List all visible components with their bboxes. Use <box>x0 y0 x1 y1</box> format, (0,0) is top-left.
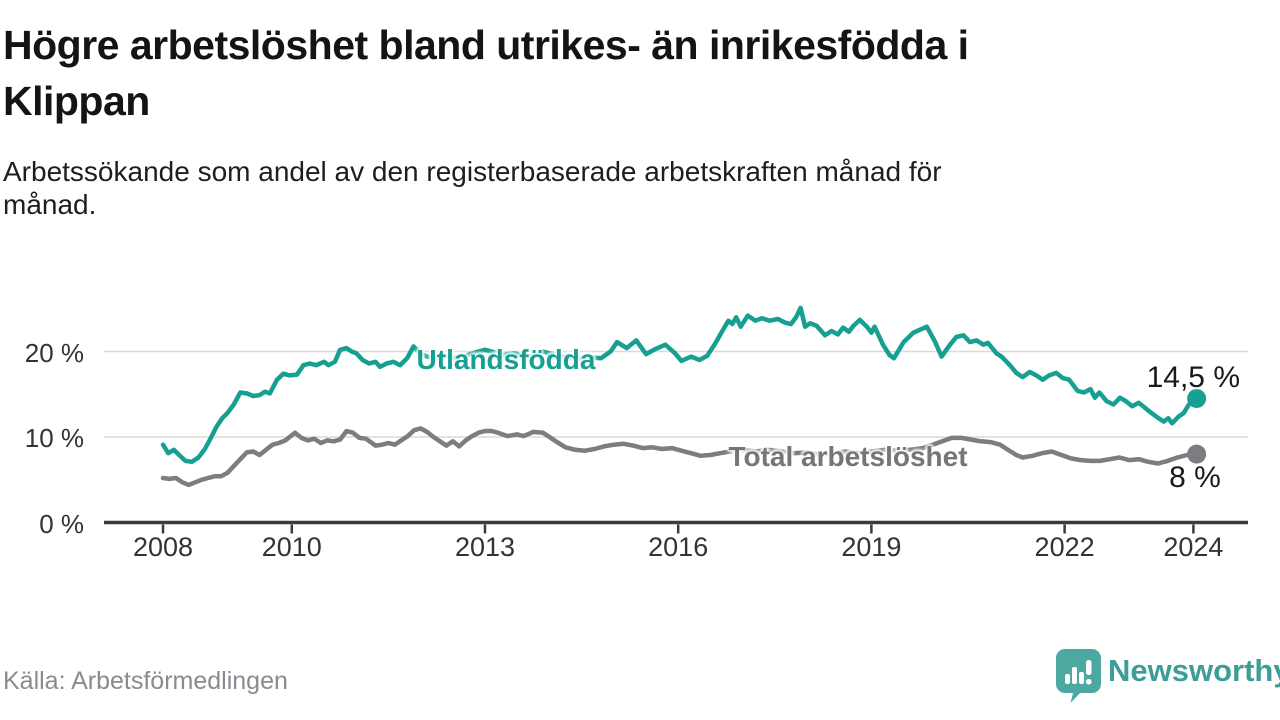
chart-subtitle-line-1: Arbetssökande som andel av den registerb… <box>3 156 942 187</box>
end-value-label-total: 8 % <box>1169 461 1221 494</box>
source-credit: Källa: Arbetsförmedlingen <box>3 667 288 695</box>
newsworthy-logo: Newsworthy <box>1056 649 1280 708</box>
x-axis-label-2010: 2010 <box>261 532 322 562</box>
x-axis-label-2013: 2013 <box>454 532 516 562</box>
x-axis-label-2022: 2022 <box>1034 532 1095 562</box>
newsworthy-bubble-chart-icon <box>1056 649 1102 708</box>
chart-subtitle-line-2: månad. <box>3 189 97 220</box>
y-axis-label-0: 0 % <box>39 508 84 539</box>
x-axis-label-2024: 2024 <box>1163 532 1224 562</box>
series-line-Total arbetslöshet <box>160 426 1199 488</box>
series-label-total-arbetsloshet: Total arbetslöshet <box>728 441 968 472</box>
page-title-line-2: Klippan <box>3 78 150 124</box>
series-line-Utlandsfödda <box>160 305 1199 465</box>
y-axis-label-20: 20 % <box>24 337 84 368</box>
newsworthy-wordmark: Newsworthy <box>1108 653 1280 688</box>
end-dot-Total arbetslöshet <box>1187 444 1207 464</box>
series-label-utlandsfodda: Utlandsfödda <box>416 344 596 375</box>
end-dot-Utlandsfödda <box>1187 389 1207 409</box>
x-axis-label-2019: 2019 <box>841 532 902 562</box>
y-axis-label-10: 10 % <box>24 423 84 453</box>
x-axis-label-2008: 2008 <box>132 532 194 562</box>
end-value-label-utlandsfodda: 14,5 % <box>1146 361 1240 394</box>
x-axis-label-2016: 2016 <box>648 532 709 562</box>
page-title-line-1: Högre arbetslöshet bland utrikes- än inr… <box>3 22 969 68</box>
